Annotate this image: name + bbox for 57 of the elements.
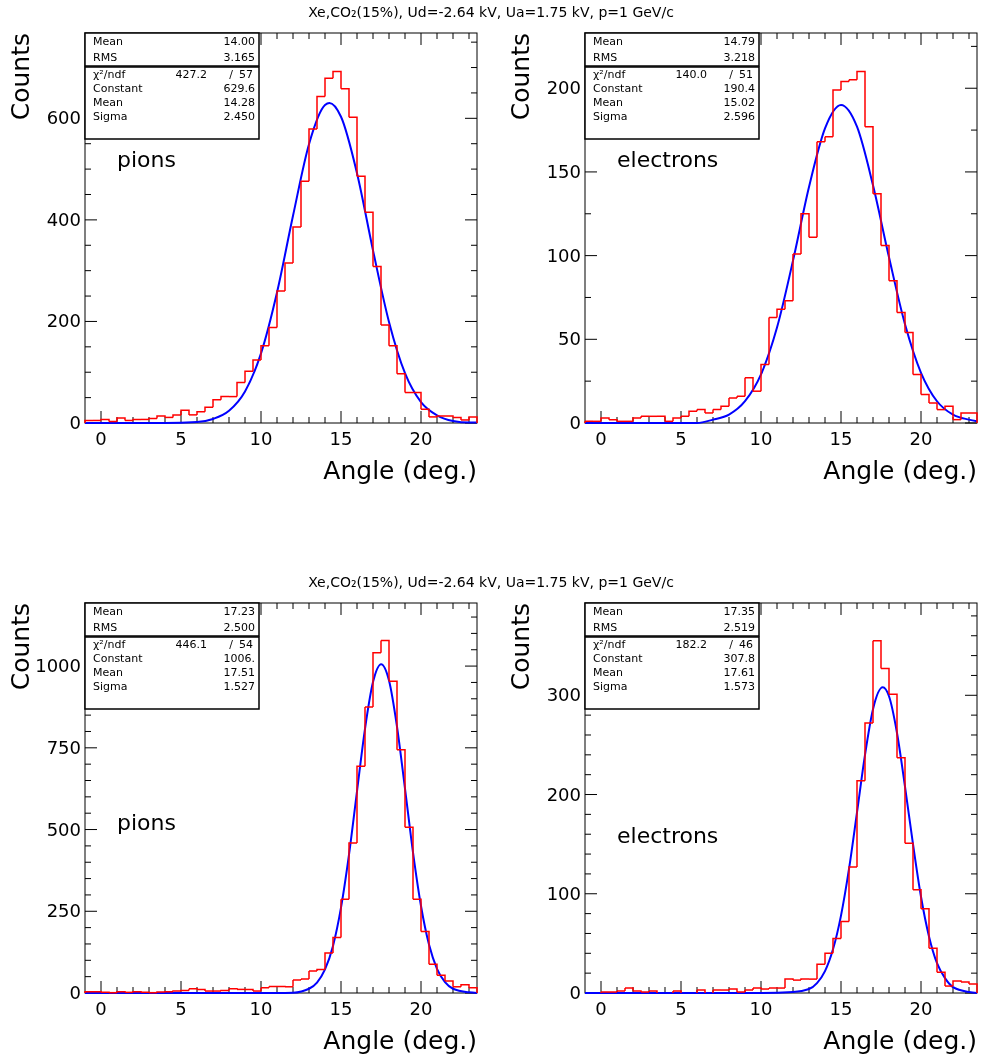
x-axis-title: Angle (deg.) <box>823 1026 977 1055</box>
y-tick-label: 0 <box>569 412 581 433</box>
x-tick-label: 0 <box>95 428 107 449</box>
y-tick-label: 100 <box>546 882 581 904</box>
x-tick-label: 5 <box>175 998 187 1019</box>
fit-box: χ²/ndf 182.2 / 46 Constant 307.8 Mean 17.61 Sigma 1.573 <box>584 636 760 710</box>
annotation: pions <box>117 810 176 835</box>
x-tick-label: 20 <box>909 428 933 449</box>
y-axis-title: Counts <box>6 33 35 121</box>
x-axis-title: Angle (deg.) <box>823 456 977 485</box>
x-tick-label: 10 <box>749 998 773 1019</box>
y-axis-title: Counts <box>6 603 35 691</box>
x-tick-label: 10 <box>249 998 273 1019</box>
y-tick-label: 1000 <box>35 655 81 677</box>
y-tick-label: 200 <box>46 310 81 332</box>
y-tick-label: 0 <box>69 412 81 433</box>
x-tick-label: 10 <box>749 428 773 449</box>
y-tick-label: 150 <box>546 160 581 182</box>
y-tick-label: 0 <box>69 982 81 1003</box>
x-tick-label: 0 <box>595 998 607 1019</box>
x-tick-label: 20 <box>909 998 933 1019</box>
y-tick-label: 0 <box>569 982 581 1003</box>
y-tick-label: 600 <box>46 107 81 129</box>
x-tick-label: 0 <box>595 428 607 449</box>
x-tick-label: 15 <box>829 998 853 1019</box>
chart-title: Xe,CO₂(15%), Ud=-2.64 kV, Ua=1.75 kV, p=1 GeV/c <box>308 574 674 590</box>
y-tick-label: 50 <box>558 328 581 350</box>
x-axis-title: Angle (deg.) <box>323 1026 477 1055</box>
y-tick-label: 200 <box>546 77 581 99</box>
y-tick-label: 500 <box>46 818 81 840</box>
y-axis-title: Counts <box>506 33 535 121</box>
x-tick-label: 20 <box>409 998 433 1019</box>
y-tick-label: 300 <box>546 684 581 706</box>
y-tick-label: 200 <box>546 783 581 805</box>
y-tick-label: 250 <box>46 900 81 922</box>
y-tick-label: 400 <box>46 208 81 230</box>
y-axis-title: Counts <box>506 603 535 691</box>
fit-box: χ²/ndf 427.2 / 57 Constant 629.6 Mean 14.28 Sigma 2.450 <box>84 66 260 140</box>
x-tick-label: 5 <box>675 428 687 449</box>
x-tick-label: 10 <box>249 428 273 449</box>
annotation: pions <box>117 147 176 172</box>
x-tick-label: 20 <box>409 428 433 449</box>
x-axis-title: Angle (deg.) <box>323 456 477 485</box>
x-tick-label: 5 <box>175 428 187 449</box>
y-tick-label: 750 <box>46 736 81 758</box>
x-tick-label: 15 <box>329 428 353 449</box>
x-tick-label: 5 <box>675 998 687 1019</box>
fit-box: χ²/ndf 446.1 / 54 Constant 1006. Mean 17.51 Sigma 1.527 <box>84 636 260 710</box>
line-series <box>84 663 478 994</box>
fit-box: χ²/ndf 140.0 / 51 Constant 190.4 Mean 15.02 Sigma 2.596 <box>584 66 760 140</box>
x-tick-label: 0 <box>95 998 107 1019</box>
y-tick-label: 100 <box>546 244 581 266</box>
x-tick-label: 15 <box>829 428 853 449</box>
annotation: electrons <box>617 823 719 848</box>
annotation: electrons <box>617 147 719 172</box>
chart-title: Xe,CO₂(15%), Ud=-2.64 kV, Ua=1.75 kV, p=1 GeV/c <box>308 4 674 20</box>
x-tick-label: 15 <box>329 998 353 1019</box>
